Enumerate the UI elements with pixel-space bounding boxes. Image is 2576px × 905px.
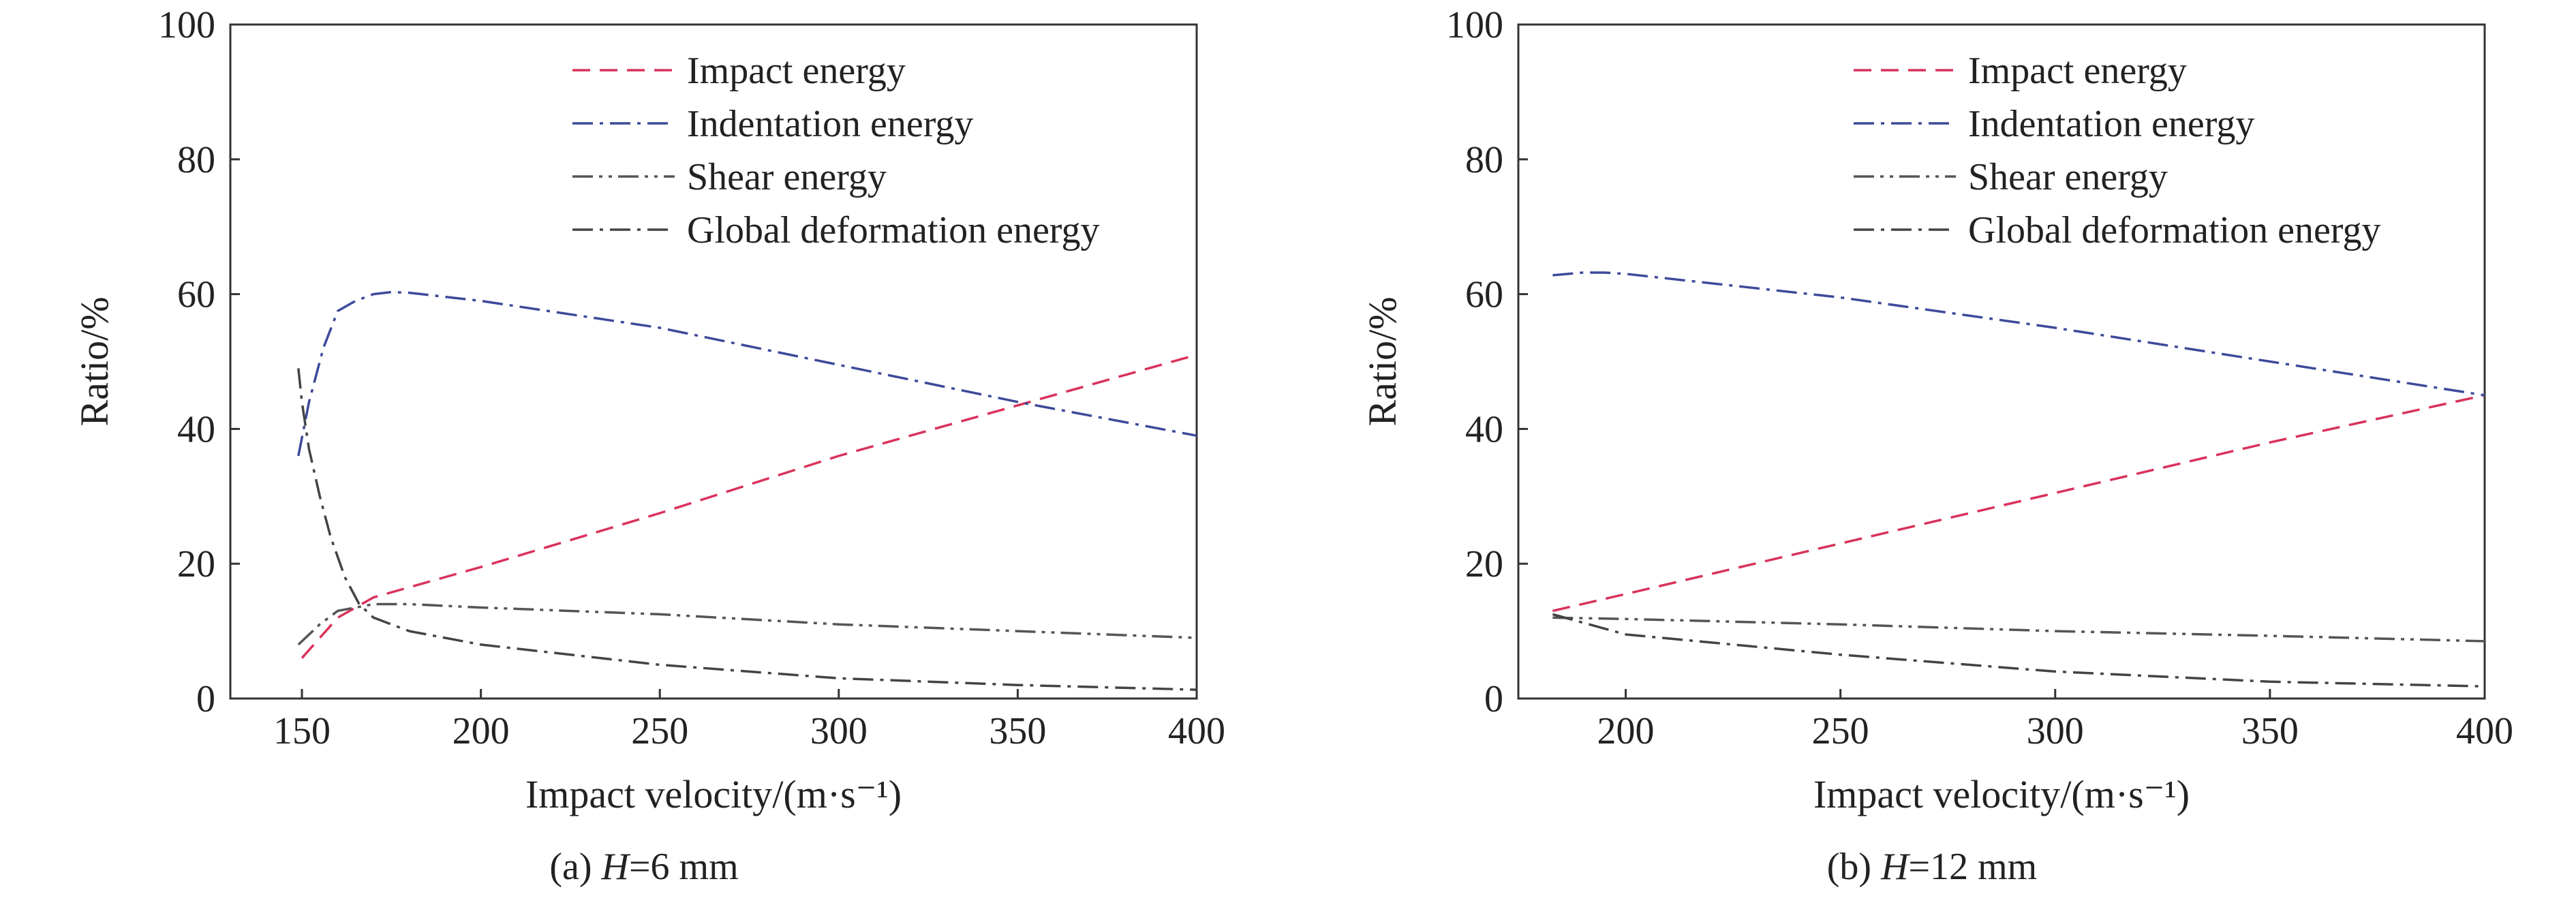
y-tick-label: 40 bbox=[1465, 408, 1503, 450]
x-tick-label: 200 bbox=[1597, 710, 1655, 752]
series-line-shear-energy bbox=[1552, 616, 2485, 643]
x-tick-label: 200 bbox=[453, 710, 510, 752]
x-tick-label: 300 bbox=[810, 710, 868, 752]
plot-frame bbox=[229, 23, 1198, 700]
x-tick-label: 400 bbox=[1168, 710, 1225, 752]
chart-a: 150 200 250 300 350 400 0 20 40 60 80 100 Impact vel… bbox=[72, 4, 1225, 816]
series-line-global-deformation-energy bbox=[297, 368, 1197, 691]
series-line-shear-energy bbox=[297, 602, 1197, 646]
y-tick-label: 80 bbox=[1465, 139, 1503, 181]
caption-b: (b) H=12 mm bbox=[1288, 845, 2576, 889]
caption-a-prefix: (a) bbox=[549, 846, 602, 888]
x-tick-label: 250 bbox=[631, 710, 688, 752]
series-line-indentation-energy bbox=[1552, 271, 2485, 397]
legend-label: Global deformation energy bbox=[687, 209, 1099, 251]
caption-b-var: H bbox=[1881, 846, 1909, 888]
caption-b-prefix: (b) bbox=[1826, 846, 1882, 888]
legend-label: Indentation energy bbox=[687, 103, 973, 145]
x-tick-label: 400 bbox=[2456, 710, 2513, 752]
legend-label: Indentation energy bbox=[1968, 103, 2254, 145]
y-tick-label: 20 bbox=[1465, 543, 1503, 585]
x-tick-label: 250 bbox=[1812, 710, 1869, 752]
y-tick-label: 100 bbox=[158, 4, 215, 46]
x-tick-label: 350 bbox=[989, 710, 1046, 752]
x-axis-label: Impact velocity/(m·s⁻¹) bbox=[525, 772, 902, 816]
x-axis-label: Impact velocity/(m·s⁻¹) bbox=[1813, 772, 2190, 816]
series-line-global-deformation-energy bbox=[1552, 613, 2485, 688]
legend-label: Impact energy bbox=[1968, 50, 2187, 92]
caption-a: (a) H=6 mm bbox=[0, 845, 1288, 889]
y-tick-label: 60 bbox=[177, 274, 215, 316]
y-tick-label: 0 bbox=[196, 678, 215, 720]
panel-b: 200 250 300 350 400 0 20 40 60 80 100 Impact veloci… bbox=[1288, 0, 2576, 905]
plot-frame bbox=[1517, 23, 2486, 700]
series-line-impact-energy bbox=[301, 353, 1197, 659]
panel-a: 150 200 250 300 350 400 0 20 40 60 80 100 Impact vel… bbox=[0, 4, 1288, 889]
y-axis-label: Ratio/% bbox=[72, 296, 117, 426]
x-tick-label: 350 bbox=[2241, 710, 2299, 752]
caption-b-rest: =12 mm bbox=[1908, 846, 2038, 888]
x-tick-label: 300 bbox=[2027, 710, 2084, 752]
series-line-impact-energy bbox=[1552, 394, 2485, 613]
legend-label: Impact energy bbox=[687, 50, 906, 92]
series-line-indentation-energy bbox=[297, 290, 1197, 457]
y-tick-label: 80 bbox=[177, 139, 215, 181]
caption-a-rest: =6 mm bbox=[628, 846, 739, 888]
caption-a-var: H bbox=[601, 846, 629, 888]
legend-label: Shear energy bbox=[1968, 156, 2168, 198]
x-tick-label: 150 bbox=[273, 710, 331, 752]
chart-b: 200 250 300 350 400 0 20 40 60 80 100 Impact veloci… bbox=[1360, 4, 2513, 816]
y-tick-label: 40 bbox=[177, 408, 215, 450]
legend-label: Global deformation energy bbox=[1968, 209, 2380, 251]
y-tick-label: 60 bbox=[1465, 274, 1503, 316]
y-tick-label: 0 bbox=[1484, 678, 1503, 720]
y-axis-label: Ratio/% bbox=[1360, 296, 1405, 426]
y-tick-label: 20 bbox=[177, 543, 215, 585]
y-tick-label: 100 bbox=[1446, 4, 1503, 46]
legend-label: Shear energy bbox=[687, 156, 887, 198]
